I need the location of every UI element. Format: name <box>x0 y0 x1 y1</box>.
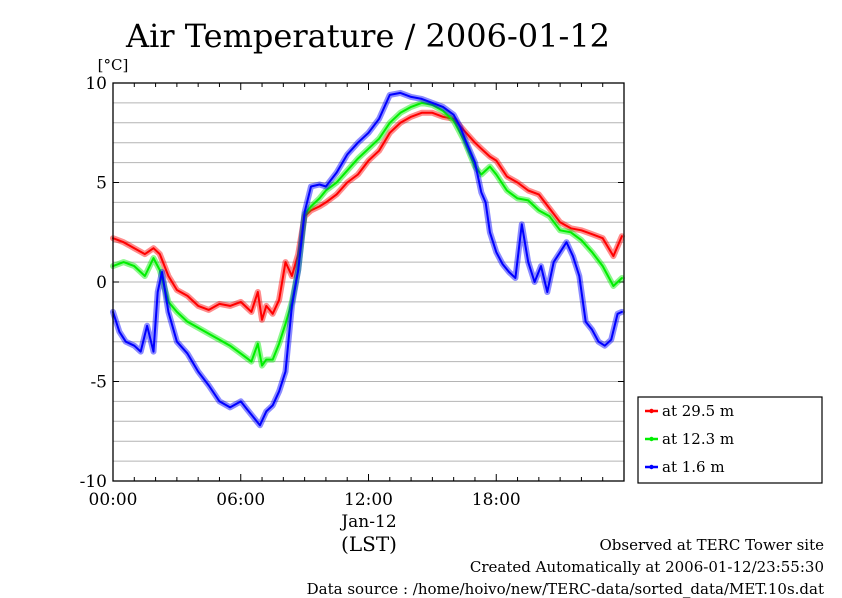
legend-marker <box>649 436 654 442</box>
site-annotation: Observed at TERC Tower site <box>599 536 824 554</box>
x-tick-labels: 00:00 06:00 12:00 18:00 <box>89 490 521 510</box>
series-layer <box>110 89 625 429</box>
y-tick-label: 0 <box>96 273 107 293</box>
x-tick-label: 06:00 <box>216 490 265 510</box>
y-axis-unit-label: [°C] <box>98 56 129 74</box>
chart-title: Air Temperature / 2006-01-12 <box>125 17 610 55</box>
legend-marker <box>649 464 654 470</box>
series-line-1 <box>112 101 623 367</box>
legend-label: at 29.5 m <box>662 402 734 420</box>
y-tick-label: -5 <box>90 373 107 393</box>
x-axis-date-label: Jan-12 <box>339 512 396 532</box>
y-tick-labels: 10 5 0 -5 -10 <box>80 74 107 492</box>
x-tick-label: 12:00 <box>344 490 393 510</box>
y-tick-label: 5 <box>96 174 107 194</box>
created-annotation: Created Automatically at 2006-01-12/23:5… <box>469 558 824 576</box>
series-line-0 <box>112 111 623 321</box>
legend-box <box>637 396 823 484</box>
legend-marker <box>649 408 654 414</box>
x-axis-label: (LST) <box>341 532 397 556</box>
legend-label: at 1.6 m <box>662 458 725 476</box>
grid-lines <box>113 102 624 462</box>
x-tick-label: 00:00 <box>89 490 138 510</box>
legend-label: at 12.3 m <box>662 430 734 448</box>
plot-frame <box>112 82 625 482</box>
series-line-2 <box>112 91 623 427</box>
x-tick-marks <box>133 83 604 481</box>
legend: at 29.5 m at 12.3 m at 1.6 m <box>637 396 823 484</box>
data-source-annotation: Data source : /home/hoivo/new/TERC-data/… <box>306 580 824 598</box>
y-tick-label: -10 <box>80 472 107 492</box>
y-tick-label: 10 <box>85 74 107 94</box>
x-tick-label: 18:00 <box>472 490 521 510</box>
